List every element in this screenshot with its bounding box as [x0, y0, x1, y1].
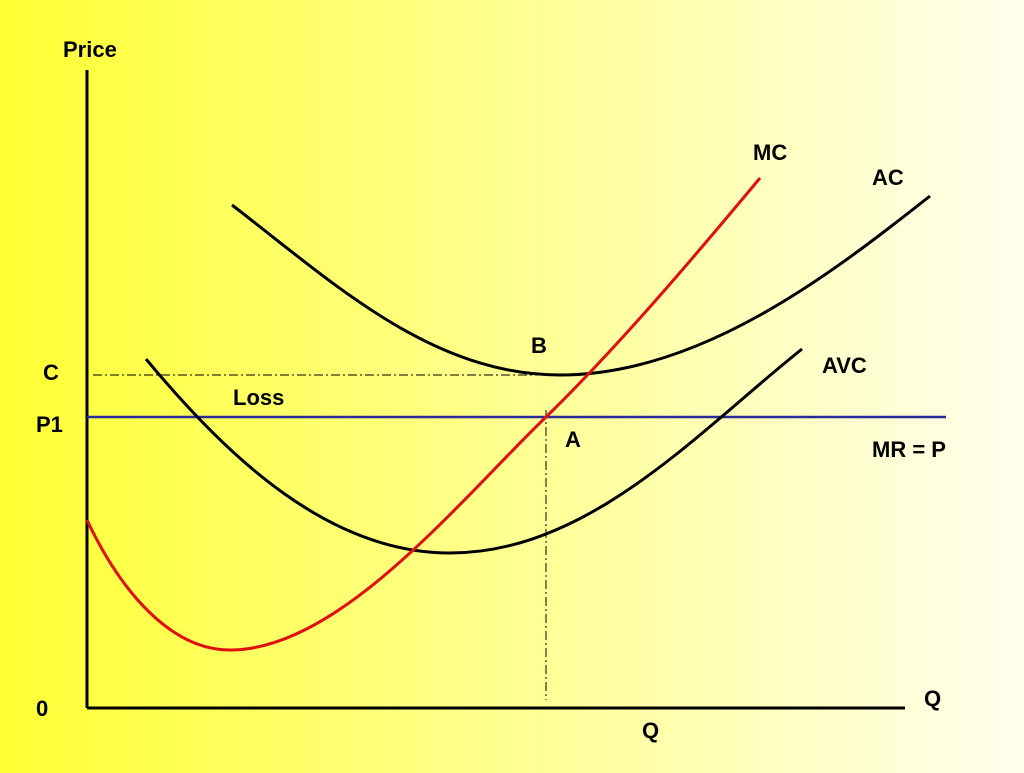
y-axis-label: Price	[63, 37, 117, 62]
x-axis-label: Q	[924, 686, 941, 711]
ac-label: AC	[872, 165, 904, 190]
mc-curve	[85, 177, 762, 652]
point-b-label: B	[531, 333, 547, 358]
mc-label: MC	[753, 140, 787, 165]
price-label-p1: P1	[36, 412, 63, 437]
loss-label: Loss	[233, 385, 284, 410]
ac-curve	[231, 194, 931, 377]
avc-curve	[144, 347, 803, 555]
origin-label: 0	[36, 696, 48, 721]
avc-label: AVC	[822, 353, 867, 378]
mr-label: MR = P	[872, 437, 946, 462]
price-label-c: C	[43, 360, 59, 385]
point-a-label: A	[565, 427, 581, 452]
quantity-label: Q	[642, 718, 659, 743]
